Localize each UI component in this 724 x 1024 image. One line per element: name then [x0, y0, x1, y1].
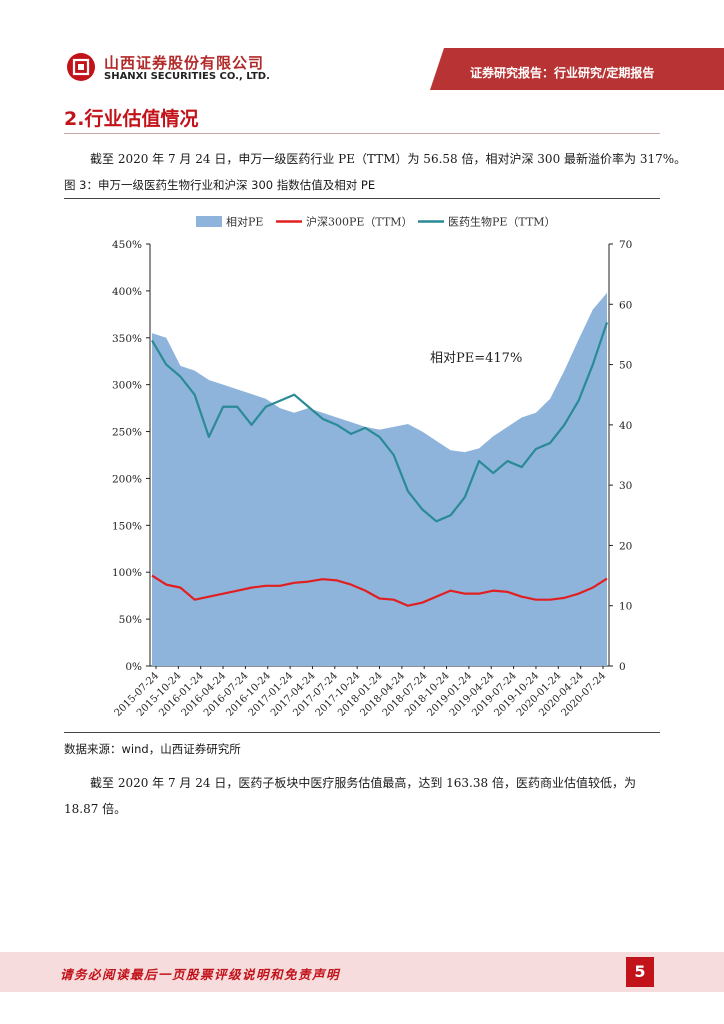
- pharma-pe-line: [151, 322, 609, 523]
- right-tick-label: 70: [619, 239, 632, 251]
- left-tick-label: 0%: [125, 661, 142, 673]
- footer-band: [0, 952, 724, 992]
- left-tick-label: 150%: [112, 520, 142, 532]
- figure-top-rule: [64, 198, 660, 199]
- relative-pe-area: [152, 292, 607, 666]
- hs300-pe-line: [151, 574, 608, 607]
- shanxi-securities-logo-icon: [67, 53, 95, 81]
- legend-label-pharma: 医药生物PE（TTM）: [448, 215, 556, 229]
- left-tick-label: 450%: [112, 239, 142, 251]
- page-number: 5: [626, 957, 654, 987]
- legend-swatch-relative-pe: [196, 216, 222, 227]
- paragraph-2: 截至 2020 年 7 月 24 日，医药子板块中医疗服务估值最高，达到 163…: [64, 776, 636, 816]
- chart-legend: 相对PE 沪深300PE（TTM） 医药生物PE（TTM）: [196, 215, 556, 229]
- company-name-cn: 山西证券股份有限公司: [104, 54, 265, 72]
- left-tick-label: 400%: [112, 286, 142, 298]
- paragraph-1: 截至 2020 年 7 月 24 日，申万一级医药行业 PE（TTM）为 56.…: [90, 152, 687, 166]
- right-tick-label: 40: [619, 420, 632, 432]
- left-tick-label: 100%: [112, 567, 142, 579]
- footer-disclaimer: 请务必阅读最后一页股票评级说明和免责声明: [60, 967, 341, 982]
- company-logo: [66, 52, 96, 82]
- valuation-chart: 相对PE 沪深300PE（TTM） 医药生物PE（TTM） 0% 50% 100% 1…: [112, 215, 632, 719]
- company-name-en: SHANXI SECURITIES CO., LTD.: [104, 71, 270, 82]
- legend-label-relative-pe: 相对PE: [226, 215, 263, 229]
- title-divider: [64, 133, 660, 134]
- relative-pe-annotation: 相对PE=417%: [430, 351, 522, 366]
- right-tick-label: 60: [619, 299, 632, 311]
- left-tick-label: 350%: [112, 333, 142, 345]
- right-tick-label: 30: [619, 480, 632, 492]
- right-tick-label: 20: [619, 540, 632, 552]
- header-band: [430, 48, 724, 90]
- figure-caption: 图 3：申万一级医药生物行业和沪深 300 指数估值及相对 PE: [64, 178, 376, 192]
- data-source: 数据来源：wind，山西证券研究所: [64, 742, 241, 756]
- right-tick-label: 0: [619, 661, 626, 673]
- section-title: 2.行业估值情况: [64, 108, 199, 130]
- figure-bottom-rule: [64, 732, 660, 733]
- right-tick-label: 50: [619, 360, 632, 372]
- left-tick-label: 300%: [112, 380, 142, 392]
- right-tick-label: 10: [619, 601, 632, 613]
- left-tick-label: 50%: [119, 614, 142, 626]
- legend-label-hs300: 沪深300PE（TTM）: [306, 215, 413, 229]
- report-type: 证券研究报告：行业研究/定期报告: [470, 66, 655, 80]
- left-tick-label: 250%: [112, 427, 142, 439]
- left-tick-label: 200%: [112, 473, 142, 485]
